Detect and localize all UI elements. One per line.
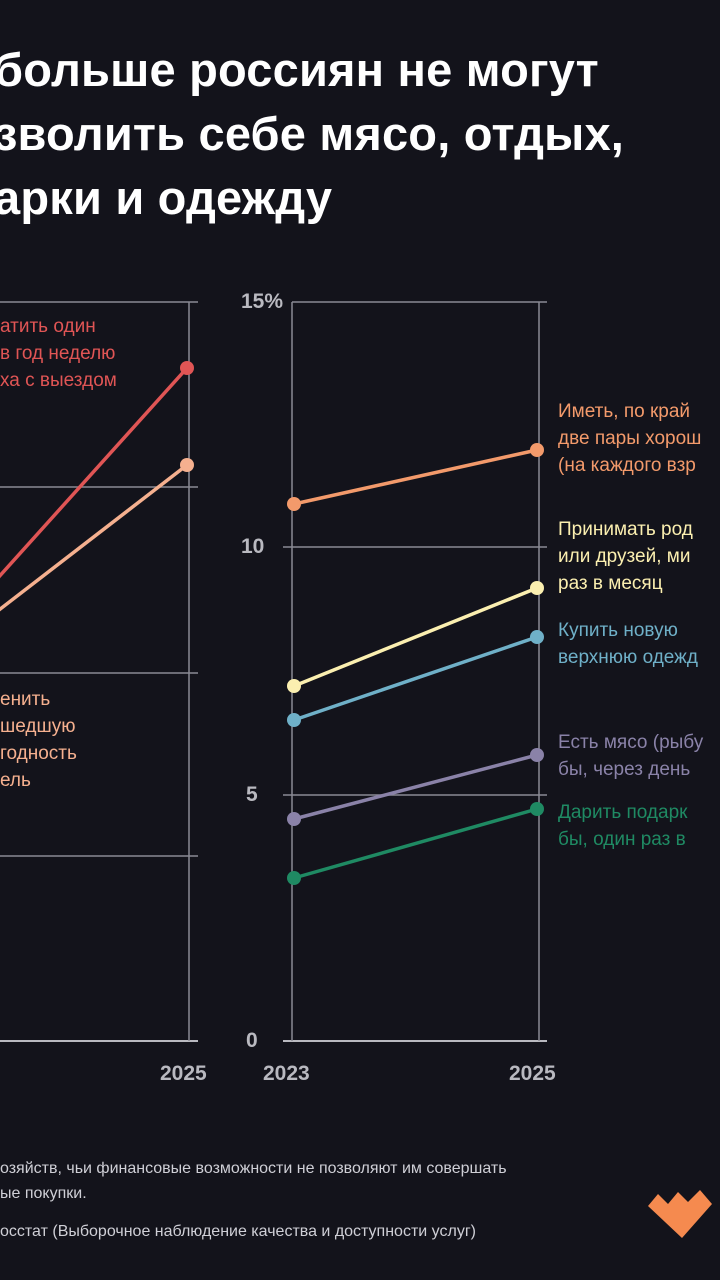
y-tick-0: 0 <box>246 1029 258 1052</box>
label-shoes: Иметь, по край две пары хорош (на каждог… <box>558 401 702 476</box>
line-shoes <box>293 448 538 506</box>
point-guests-2025 <box>530 581 544 595</box>
point-gifts-2025 <box>530 802 544 816</box>
y-tick-15: 15% <box>241 290 284 313</box>
point-shoes-2023 <box>287 497 301 511</box>
left-line-furniture <box>0 463 189 612</box>
point-meat-2023 <box>287 812 301 826</box>
source-note: осстат (Выборочное наблюдение качества и… <box>0 1223 476 1240</box>
point-guests-2023 <box>287 679 301 693</box>
point-shoes-2025 <box>530 443 544 457</box>
left-x-tick-2025: 2025 <box>160 1062 207 1085</box>
y-tick-10: 10 <box>241 535 265 558</box>
point-meat-2025 <box>530 748 544 762</box>
label-gifts: Дарить подарк бы, один раз в <box>558 802 688 850</box>
y-tick-5: 5 <box>246 783 258 806</box>
label-coat: Купить новую верхнюю одежд <box>558 620 698 668</box>
x-tick-2023: 2023 <box>263 1062 310 1085</box>
line-coat <box>293 635 538 722</box>
label-vacation: атить один в год неделю ха с выездом <box>0 316 117 391</box>
label-furniture: енить шедшую годность ель <box>0 689 77 791</box>
label-meat: Есть мясо (рыбу бы, через день <box>558 732 704 780</box>
left-line-vacation <box>0 366 189 579</box>
left-chart <box>0 301 198 1042</box>
line-guests <box>293 586 538 688</box>
label-guests: Принимать род или друзей, ми раз в месяц <box>558 519 693 594</box>
footnote: озяйств, чьи финансовые возможности не п… <box>0 1160 507 1202</box>
brand-logo-icon <box>648 1190 712 1238</box>
right-chart <box>283 301 547 1042</box>
x-tick-2025: 2025 <box>509 1062 556 1085</box>
point-gifts-2023 <box>287 871 301 885</box>
point-coat-2025 <box>530 630 544 644</box>
line-gifts <box>293 807 538 880</box>
line-meat <box>293 753 538 821</box>
page-title: больше россиян не могут зволить себе мяс… <box>0 43 625 224</box>
left-point-furniture-2025 <box>180 458 194 472</box>
point-coat-2023 <box>287 713 301 727</box>
left-point-vacation-2025 <box>180 361 194 375</box>
